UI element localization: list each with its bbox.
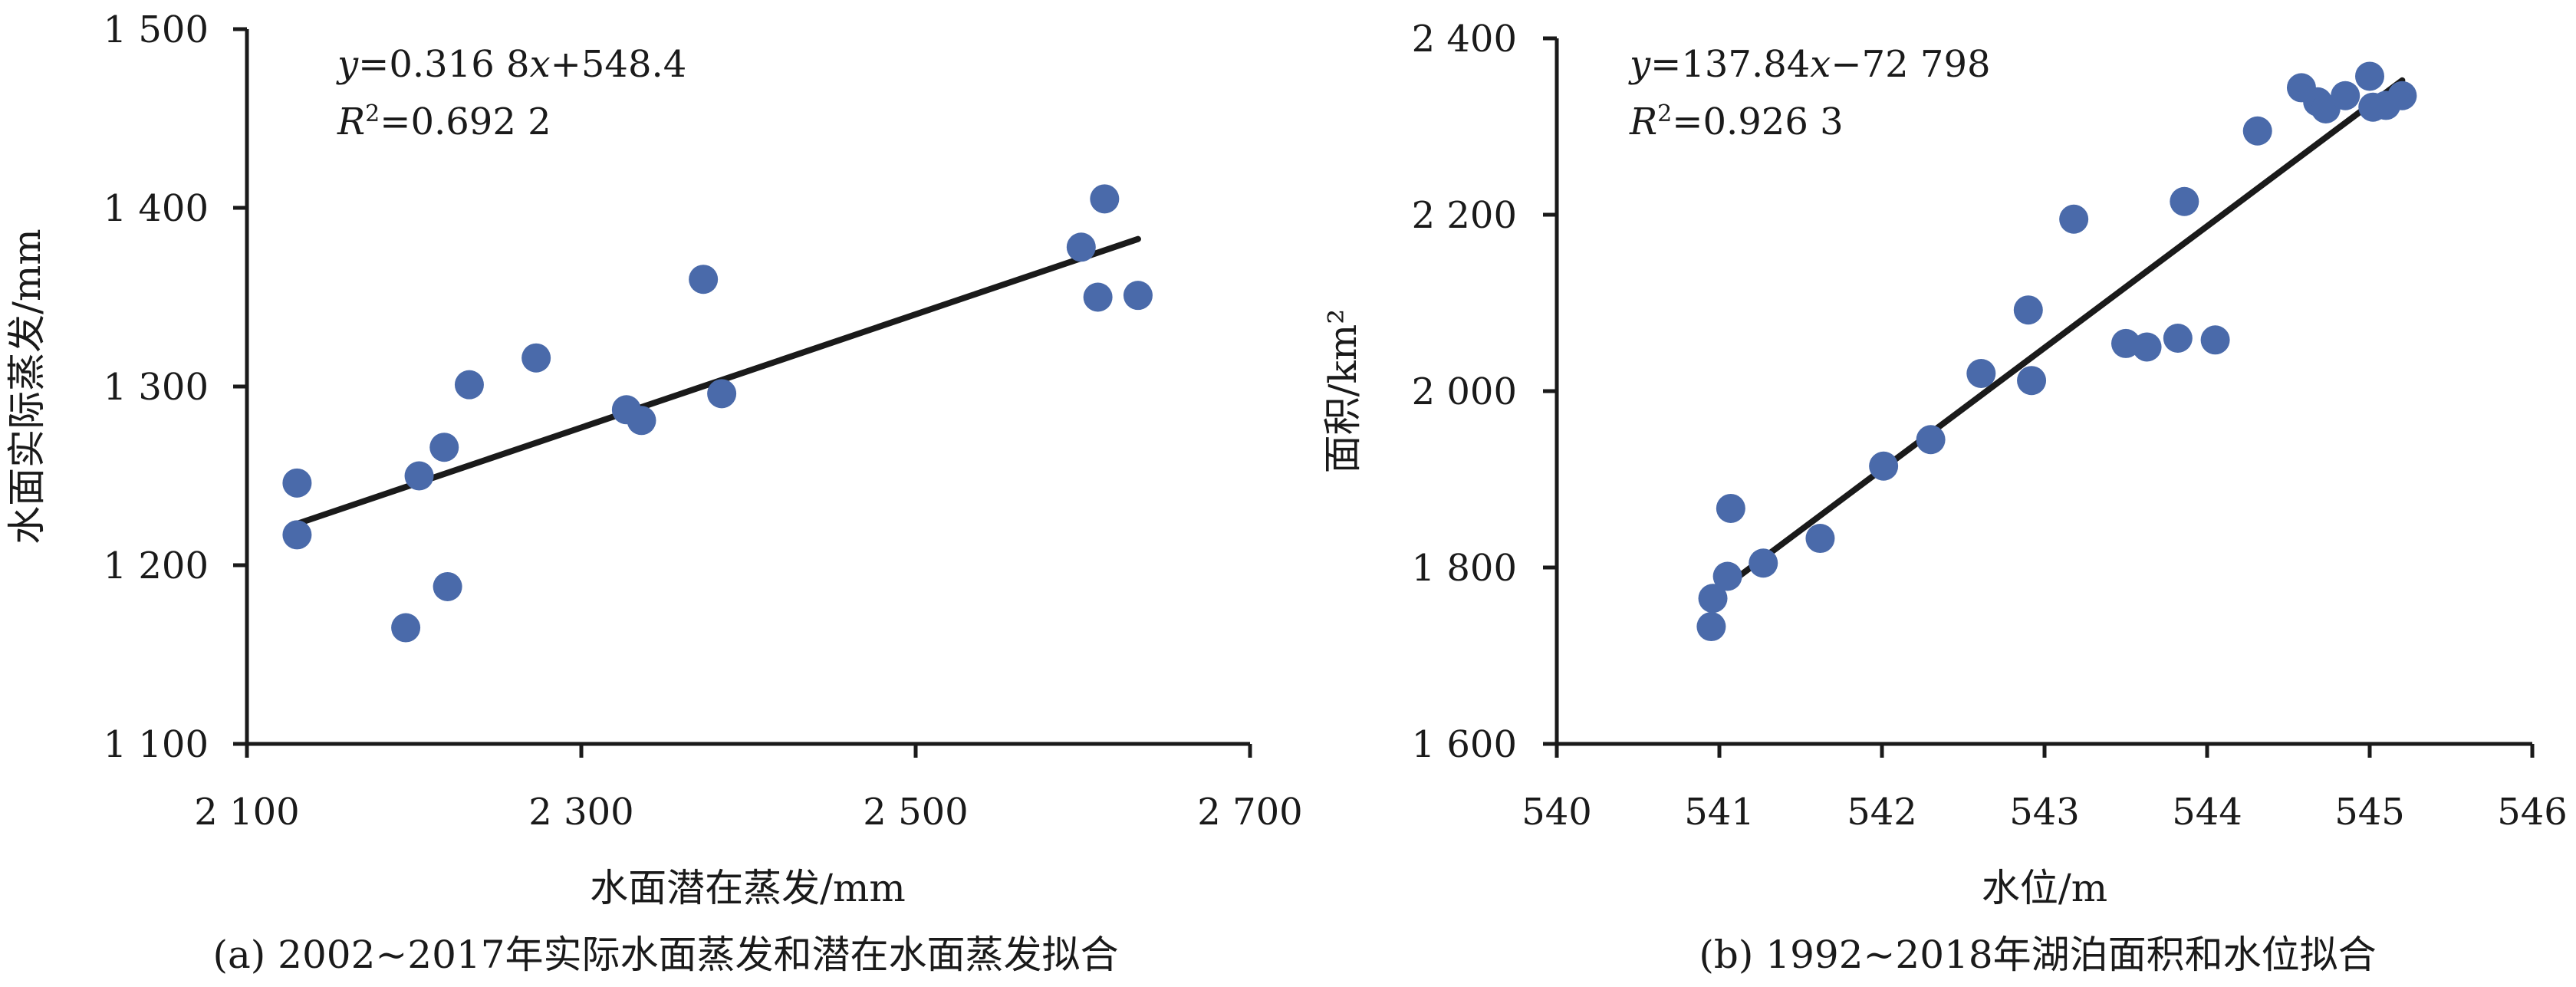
chart-b-data-point: [1696, 612, 1726, 642]
chart-a-data-point: [689, 265, 719, 294]
chart-b-fit-line: [1708, 77, 2406, 600]
chart-a-data-point: [454, 370, 484, 400]
chart-a-equation-part: =0.316 8: [358, 43, 529, 86]
chart-b-x-tick-label: 540: [1522, 791, 1592, 834]
chart-a-data-point: [429, 433, 459, 462]
chart-b-data-point: [2331, 81, 2361, 110]
chart-b-equation-line: R2=0.926 3: [1629, 100, 1844, 144]
chart-a-data-point: [282, 468, 312, 498]
chart-a-data-point: [282, 520, 312, 550]
chart-b-x-tick-label: 543: [2009, 791, 2080, 834]
chart-a-x-tick-label: 2 300: [528, 791, 633, 834]
chart-b: 1 600 1 800 2 000 2 200 2 400 540 541 542 543 544…: [1321, 18, 2568, 977]
chart-a-equation-part: 2: [365, 100, 380, 127]
chart-b-y-tick-label: 1 600: [1412, 723, 1517, 766]
chart-b-data-point: [2017, 366, 2047, 396]
chart-b-data-point: [2132, 332, 2162, 362]
chart-b-data-point: [2059, 204, 2089, 234]
chart-b-x-axis-title: 水位/m: [1982, 866, 2107, 910]
chart-b-equation-part: =0.926 3: [1672, 100, 1843, 143]
chart-b-caption: (b) 1992~2018年湖泊面积和水位拟合: [1699, 933, 2376, 977]
chart-b-x-tick-label: 542: [1847, 791, 1917, 834]
chart-a-equation-part: +548.4: [551, 43, 687, 86]
chart-b-data-point: [1712, 561, 1742, 591]
chart-a-y-tick-label: 1 500: [104, 8, 209, 51]
chart-a-equation-part: =0.692 2: [380, 100, 551, 143]
chart-b-data-point: [1698, 584, 1728, 614]
chart-b-data-point: [2163, 324, 2193, 353]
chart-b-data-point: [1716, 493, 1745, 523]
chart-b-data-point: [1749, 548, 1778, 578]
chart-a-equation-part: y: [336, 43, 359, 86]
chart-b-equation-part: 2: [1657, 100, 1672, 127]
chart-a-equation-line: y=0.316 8x+548.4: [336, 43, 686, 86]
chart-a-data-point: [1066, 232, 1096, 262]
chart-a-y-tick-label: 1 300: [104, 366, 209, 409]
chart-b-data-point: [1869, 451, 1899, 481]
chart-a-x-tick-label: 2 100: [194, 791, 299, 834]
chart-b-data-point: [2387, 81, 2417, 110]
chart-b-y-axis-title: 面积/km²: [1321, 309, 1365, 474]
chart-a-y-tick-label: 1 400: [104, 187, 209, 230]
chart-a-equation-part: x: [530, 43, 551, 86]
chart-b-y-tick-label: 2 000: [1412, 370, 1517, 413]
chart-a-y-tick-label: 1 200: [104, 544, 209, 587]
chart-b-x-tick-label: 541: [1684, 791, 1755, 834]
chart-b-y-tick-label: 1 800: [1412, 547, 1517, 590]
chart-b-x-tick-label: 545: [2334, 791, 2405, 834]
chart-b-data-point: [2242, 116, 2272, 146]
chart-b-data-point: [2355, 61, 2384, 91]
chart-a-data-point: [707, 379, 737, 409]
chart-b-equation-part: −72 798: [1831, 43, 1990, 86]
chart-b-data-point: [1916, 425, 1946, 455]
chart-b-data-point: [2170, 186, 2199, 216]
chart-b-equation-part: y: [1628, 43, 1651, 86]
chart-a-x-tick-label: 2 700: [1197, 791, 1302, 834]
chart-a-data-point: [627, 406, 656, 436]
chart-b-x-tick-label: 544: [2172, 791, 2242, 834]
chart-b-equation-part: R: [1629, 100, 1657, 143]
chart-a-data-point: [391, 613, 421, 643]
chart-a-x-axis-title: 水面潜在蒸发/mm: [590, 866, 906, 910]
chart-b-x-tick-label: 546: [2497, 791, 2568, 834]
chart-a: 1 100 1 200 1 300 1 400 1 500 2 100 2 300 2 500…: [5, 8, 1303, 977]
chart-b-data-point: [2013, 295, 2043, 325]
chart-a-equation-line: R2=0.692 2: [337, 100, 551, 144]
chart-a-equation-part: R: [337, 100, 365, 143]
chart-a-x-tick-label: 2 500: [863, 791, 968, 834]
chart-a-y-tick-label: 1 100: [104, 723, 209, 766]
chart-a-data-point: [1090, 184, 1120, 214]
chart-a-data-point: [404, 461, 434, 491]
chart-b-data-point: [2200, 325, 2230, 355]
chart-b-data-point: [1805, 524, 1835, 554]
chart-b-equation-line: y=137.84x−72 798: [1628, 43, 1991, 86]
chart-b-y-tick-label: 2 200: [1412, 194, 1517, 237]
chart-a-y-axis-title: 水面实际蒸发/mm: [5, 229, 49, 544]
chart-a-caption: (a) 2002~2017年实际水面蒸发和潜在水面蒸发拟合: [212, 933, 1118, 977]
chart-b-data-point: [1966, 359, 1996, 388]
chart-b-y-tick-label: 2 400: [1412, 18, 1517, 61]
chart-b-equation-part: x: [1810, 43, 1831, 86]
chart-a-data-point: [433, 571, 462, 601]
chart-b-equation-part: =137.84: [1650, 43, 1810, 86]
chart-a-data-point: [1123, 281, 1153, 311]
chart-a-data-point: [521, 343, 551, 373]
chart-a-data-point: [1083, 282, 1113, 312]
